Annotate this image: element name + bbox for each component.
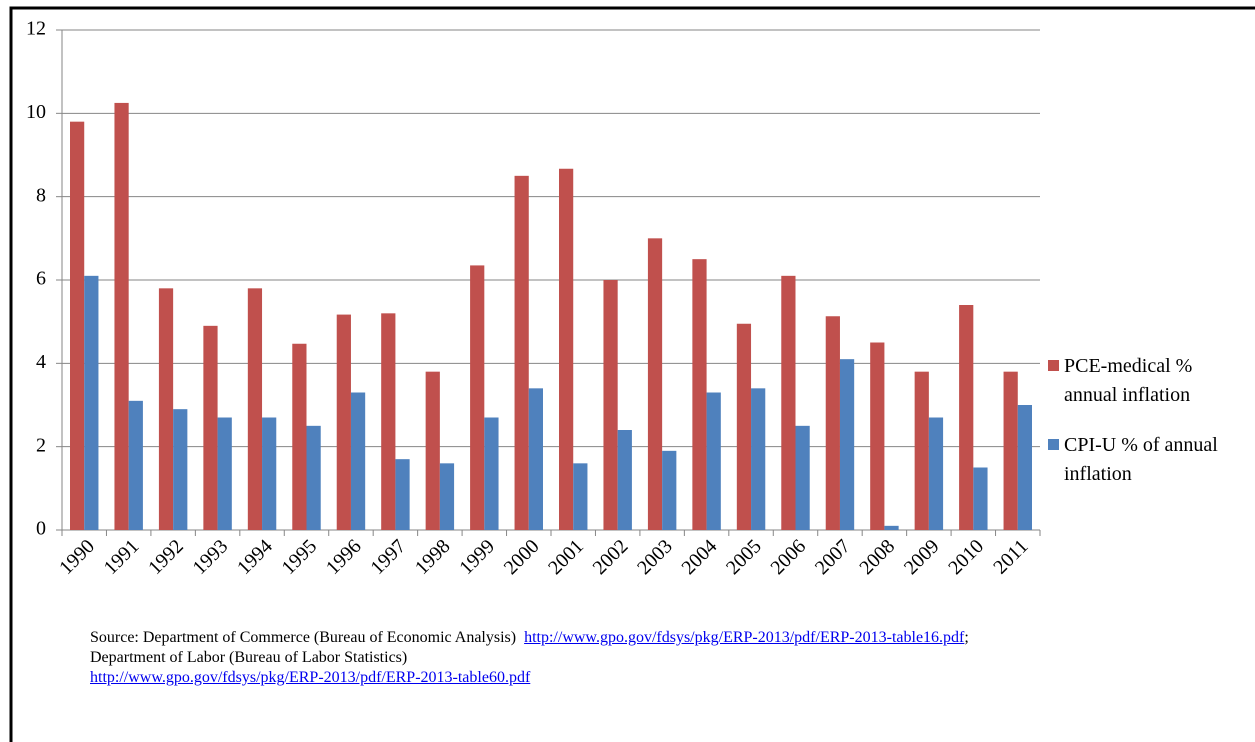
y-tick-label: 2 xyxy=(36,434,46,456)
bar xyxy=(795,425,810,530)
x-tick-label: 1999 xyxy=(455,535,499,579)
x-tick-label: 2002 xyxy=(589,535,633,579)
x-tick-label: 2001 xyxy=(544,535,588,579)
bar xyxy=(662,450,677,530)
bar xyxy=(751,388,766,530)
bar xyxy=(336,314,351,530)
bar xyxy=(381,313,396,530)
y-tick-label: 10 xyxy=(26,101,46,123)
bar xyxy=(484,417,499,530)
x-tick-label: 2003 xyxy=(633,535,677,579)
bar xyxy=(973,467,988,530)
y-tick-label: 8 xyxy=(36,184,46,206)
bar xyxy=(350,392,366,530)
bar xyxy=(470,265,485,530)
bar xyxy=(1003,371,1018,530)
bar xyxy=(559,168,574,530)
bar xyxy=(114,102,129,531)
source-link[interactable]: http://www.gpo.gov/fdsys/pkg/ERP-2013/pd… xyxy=(524,629,965,646)
legend-swatch xyxy=(1048,360,1059,371)
x-tick-label: 2008 xyxy=(855,535,899,579)
y-tick-label: 4 xyxy=(36,351,46,373)
x-tick-label: 2004 xyxy=(678,535,722,579)
x-tick-label: 2007 xyxy=(811,535,855,579)
bar xyxy=(1017,405,1032,530)
x-tick-label: 1996 xyxy=(322,535,366,579)
source-link[interactable]: http://www.gpo.gov/fdsys/pkg/ERP-2013/pd… xyxy=(90,669,531,686)
bar xyxy=(870,342,885,530)
y-tick-label: 12 xyxy=(26,18,46,40)
bar xyxy=(573,463,588,530)
x-tick-label: 1990 xyxy=(55,535,99,579)
bar xyxy=(514,175,529,531)
x-tick-label: 2006 xyxy=(766,535,810,579)
bar xyxy=(914,371,929,530)
x-tick-label: 2011 xyxy=(989,535,1032,578)
x-tick-label: 1998 xyxy=(411,535,455,579)
bar xyxy=(247,288,263,530)
legend-label: PCE-medical % annual inflation xyxy=(1064,355,1193,406)
legend-swatch xyxy=(1048,439,1059,450)
source-text: ; Department of Labor (Bureau of Labor S… xyxy=(90,629,969,666)
legend-item: PCE-medical % annual inflation xyxy=(1048,352,1248,410)
bar xyxy=(928,417,944,530)
legend-label: CPI-U % of annual inflation xyxy=(1064,434,1218,485)
bar xyxy=(603,280,618,530)
bar xyxy=(262,417,277,530)
bar xyxy=(128,400,143,530)
bar xyxy=(781,275,796,530)
frame xyxy=(9,6,1255,742)
x-tick-label: 2009 xyxy=(900,535,944,579)
bar xyxy=(70,121,85,531)
bar xyxy=(706,392,721,530)
bar xyxy=(306,425,321,530)
x-tick-label: 1995 xyxy=(277,535,321,579)
bar xyxy=(736,323,752,530)
y-tick-label: 6 xyxy=(36,268,46,290)
x-tick-label: 2005 xyxy=(722,535,766,579)
x-tick-label: 1997 xyxy=(366,535,410,579)
bar xyxy=(84,275,99,530)
legend-item: CPI-U % of annual inflation xyxy=(1048,431,1248,489)
x-tick-label: 1992 xyxy=(144,535,188,579)
x-tick-label: 1991 xyxy=(100,535,144,579)
bar xyxy=(884,525,899,530)
bar xyxy=(203,325,218,530)
bar xyxy=(217,417,232,530)
bar xyxy=(173,409,188,530)
bar xyxy=(839,359,855,530)
bar xyxy=(425,371,440,530)
x-tick-label: 1994 xyxy=(233,535,277,579)
source-text: Source: Department of Commerce (Bureau o… xyxy=(90,629,517,646)
bar xyxy=(395,459,410,530)
bar xyxy=(292,343,307,530)
bar xyxy=(647,238,663,531)
source-note: Source: Department of Commerce (Bureau o… xyxy=(90,628,1010,688)
x-tick-label: 1993 xyxy=(189,535,233,579)
bar xyxy=(692,259,707,530)
x-tick-label: 2010 xyxy=(944,535,988,579)
bar xyxy=(959,305,974,530)
bar xyxy=(439,463,455,530)
bar xyxy=(158,288,174,530)
x-tick-label: 2000 xyxy=(500,535,544,579)
bar xyxy=(528,388,543,530)
bar xyxy=(825,316,840,530)
bar xyxy=(617,430,632,530)
y-tick-label: 0 xyxy=(36,518,46,540)
